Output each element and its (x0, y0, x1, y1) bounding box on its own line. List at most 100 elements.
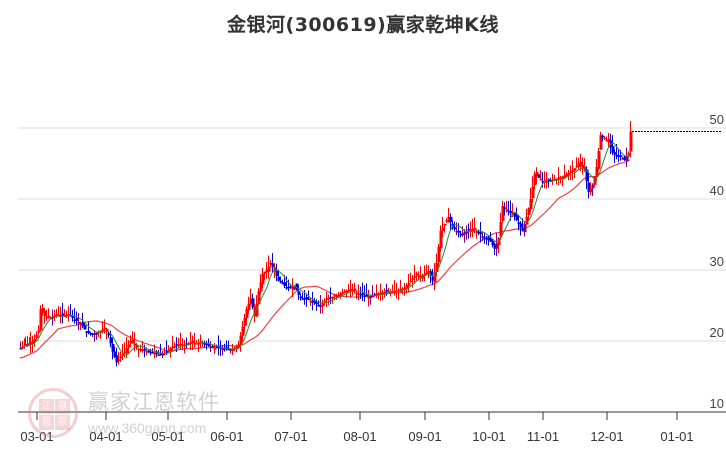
watermark-logo-char: 江 (39, 399, 54, 414)
candle-body (475, 231, 479, 233)
candle-body (319, 305, 323, 307)
candle-body (587, 182, 591, 192)
candle-body (491, 241, 495, 246)
x-tick-label: 12-01 (590, 429, 623, 444)
candle-body (355, 292, 359, 295)
candle-body (547, 179, 551, 182)
candle-body (603, 137, 607, 140)
y-tick-label: 10 (710, 396, 724, 411)
y-axis: 10 20 30 40 50 (710, 112, 724, 411)
y-tick-label: 30 (710, 254, 724, 269)
candle-body (573, 168, 577, 171)
candle-body (285, 287, 289, 289)
candle-body (77, 322, 81, 324)
candle-body (615, 154, 619, 157)
candle-body (427, 270, 431, 273)
candle-body (541, 180, 545, 183)
candle-body (447, 216, 451, 223)
candle-body (41, 307, 45, 313)
candle-body (379, 292, 383, 295)
candle-body (26, 343, 30, 346)
candle-body (555, 178, 559, 181)
candle-body (35, 334, 39, 339)
candle-body (557, 177, 561, 179)
x-tick-label: 06-01 (210, 429, 243, 444)
candle-body (149, 351, 153, 354)
candle-body (275, 270, 279, 277)
candle-body (273, 267, 277, 272)
candle-body (249, 298, 253, 304)
candle-body (457, 230, 461, 233)
candle-body (605, 139, 609, 142)
candle-body (95, 332, 99, 335)
candle-body (287, 286, 291, 289)
candle-body (371, 295, 375, 298)
candle-body (473, 227, 477, 231)
candle-body (515, 214, 519, 221)
candle-body (469, 229, 473, 232)
candle-body (199, 341, 203, 344)
candle-body (401, 288, 405, 290)
candle-body (237, 344, 241, 348)
candle-body (563, 175, 567, 178)
candle-body (169, 348, 173, 352)
candle-body (239, 335, 243, 345)
candle-body (335, 295, 339, 298)
candle-body (125, 348, 129, 354)
candle-body (517, 222, 521, 224)
candle-body (465, 230, 469, 234)
candle-body (91, 333, 95, 335)
candle-body (301, 298, 305, 300)
candle-body (31, 340, 35, 345)
candle-body (261, 273, 265, 285)
candle-body (621, 158, 625, 160)
candle-body (495, 243, 499, 249)
candle-body (89, 332, 93, 335)
candle-body (73, 319, 77, 322)
candle-body (339, 293, 343, 297)
candle-body (579, 161, 583, 166)
candle-body (509, 211, 513, 214)
candle-body (289, 286, 293, 288)
candle-body (99, 330, 103, 333)
candle-body (45, 316, 49, 319)
candle-body (357, 293, 361, 295)
candle-body (141, 349, 145, 352)
candle-body (363, 295, 367, 297)
ma-long-line (19, 159, 631, 359)
candle-body (629, 131, 633, 152)
candle-body (53, 315, 57, 318)
candle-body (33, 338, 37, 342)
candle-body (243, 317, 247, 327)
candle-body (351, 289, 355, 292)
y-tick-label: 50 (710, 112, 724, 127)
candle-body (331, 296, 335, 299)
candle-body (411, 278, 415, 280)
candle-body (259, 282, 263, 292)
candle-body (571, 170, 575, 173)
candle-body (313, 300, 317, 304)
candle-body (103, 327, 107, 330)
candle-body (415, 273, 419, 276)
candle-body (153, 353, 157, 355)
candle-body (213, 348, 217, 350)
candle-body (185, 343, 189, 346)
candle-body (277, 276, 281, 281)
candle-body (591, 184, 595, 189)
candle-body (71, 316, 75, 319)
candle-body (435, 262, 439, 273)
y-tick-label: 40 (710, 183, 724, 198)
candle-body (311, 300, 315, 303)
candle-body (341, 292, 345, 294)
candle-body (413, 275, 417, 278)
candle-body (47, 315, 51, 318)
candle-body (405, 285, 409, 290)
candle-body (131, 339, 135, 344)
candle-body (519, 223, 523, 228)
candle-body (297, 291, 301, 295)
candle-body (423, 273, 427, 276)
candle-body (485, 237, 489, 240)
candle-body (403, 287, 407, 290)
candle-body (321, 303, 325, 307)
